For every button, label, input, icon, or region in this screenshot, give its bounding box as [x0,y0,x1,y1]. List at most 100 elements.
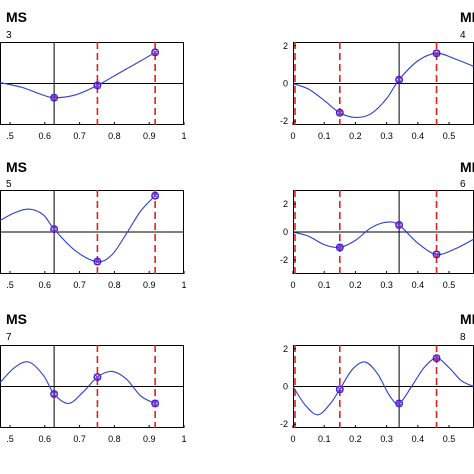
data-marker [395,399,404,408]
x-tick-label: 0 [290,280,295,290]
data-marker [335,243,344,252]
series-line [293,357,474,416]
marker-x [395,400,403,407]
x-tick-label: 0.9 [143,131,156,141]
subplot-title: MI [460,159,474,175]
marker-circle [50,390,59,398]
x-tick-label: 0.6 [39,434,52,444]
series-line [0,51,156,99]
data-marker [432,49,441,58]
x-tick-label: 0.7 [73,434,86,444]
marker-circle [432,49,441,58]
subplot-title: MS [6,311,27,327]
x-tick-label: 0.4 [412,131,425,141]
x-tick-label: 1 [181,280,186,290]
marker-circle [395,399,404,408]
x-tick-label: 0.7 [73,280,86,290]
x-tick-label: 0.3 [380,434,393,444]
subplot-title: MS [6,9,27,25]
marker-x [93,81,101,89]
x-tick-label: 0.7 [73,131,86,141]
marker-circle [93,81,102,90]
data-marker [432,354,441,363]
plot-area [293,345,474,428]
marker-x [395,76,403,84]
marker-circle [151,48,160,57]
x-tick-label: 0.8 [108,434,121,444]
subplot-subtitle: 4 [460,30,466,41]
marker-x [433,250,441,258]
y-tick-label: -2 [280,255,288,265]
series-line [0,361,156,405]
marker-circle [93,257,102,266]
marker-x [151,192,159,200]
plot-area [0,190,184,274]
x-tick-label: 0.1 [318,434,331,444]
marker-circle [395,75,404,84]
marker-x [93,373,101,381]
marker-circle [50,93,59,102]
x-tick-label: 0 [290,434,295,444]
x-tick-label: 0.4 [412,434,425,444]
x-tick-label: 0.6 [39,131,52,141]
subplot-title: MI [460,9,474,25]
subplot-title: MI [460,311,474,327]
x-tick-label: 0.2 [349,131,362,141]
y-tick-label: 0 [283,79,288,89]
x-tick-label: .5 [6,280,14,290]
data-marker [151,191,160,200]
marker-circle [335,108,344,117]
data-marker [432,250,441,259]
data-marker [93,81,102,90]
y-tick-label: 0 [283,227,288,237]
subplot-subtitle: 6 [460,179,466,190]
x-tick-label: 0.1 [318,131,331,141]
subplot-subtitle: 5 [6,179,12,190]
subplot-subtitle: 8 [460,332,466,343]
x-tick-label: 0.3 [380,280,393,290]
data-marker [335,385,344,394]
series-line [293,52,474,119]
subplot-title: MS [6,159,27,175]
marker-circle [432,250,441,259]
x-tick-label: 0.9 [143,280,156,290]
series-line [293,221,474,256]
marker-x [336,109,344,117]
x-tick-label: 0.5 [443,280,456,290]
x-tick-label: 0.4 [412,280,425,290]
x-tick-label: 0.3 [380,131,393,141]
marker-circle [151,191,160,200]
x-tick-label: 0 [290,131,295,141]
data-marker [395,221,404,229]
marker-circle [93,373,102,382]
x-tick-label: 1 [181,434,186,444]
y-tick-label: 0 [283,382,288,392]
x-tick-label: 0.5 [443,131,456,141]
marker-x [151,48,159,56]
x-tick-label: .5 [6,434,14,444]
marker-x [151,400,159,407]
y-tick-label: 2 [283,344,288,354]
x-tick-label: 0.2 [349,434,362,444]
x-tick-label: 0.1 [318,280,331,290]
y-tick-label: -2 [280,419,288,429]
data-marker [151,399,160,408]
subplot-panel: MS 7 .5 0.6 0.7 0.8 0.9 1 [0,311,187,444]
marker-x [395,221,403,229]
x-tick-label: 0.9 [143,434,156,444]
marker-x [93,258,101,266]
x-tick-label: 0.5 [443,434,456,444]
plot-area [0,42,184,125]
marker-circle [432,354,441,363]
x-tick-label: 0.2 [349,280,362,290]
data-marker [151,48,160,57]
marker-circle [151,399,160,408]
x-tick-label: 1 [181,131,186,141]
data-marker [93,257,102,266]
subplot-panel: MS 5 .5 0.6 0.7 0.8 0.9 1 [0,159,187,290]
plot-area [0,345,184,428]
data-marker [50,93,59,102]
